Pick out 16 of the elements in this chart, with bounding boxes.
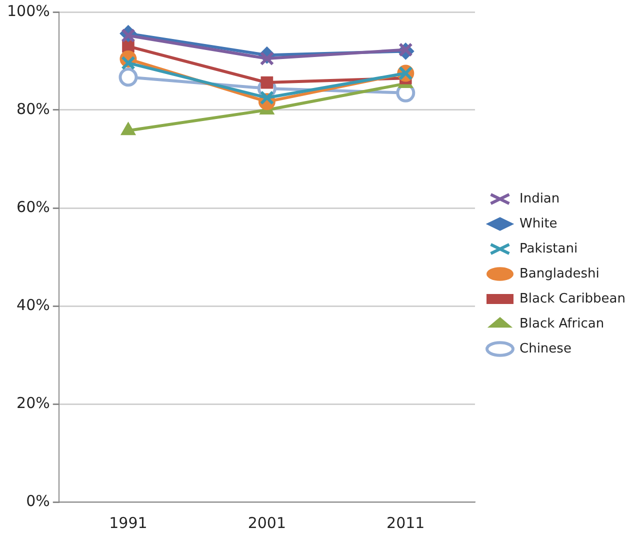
y-tick-label: 60%	[16, 198, 50, 216]
x-tick-label: 2011	[386, 514, 425, 532]
legend-label: Black African	[520, 316, 604, 332]
y-tick-label: 100%	[6, 2, 50, 20]
legend-label: Indian	[520, 191, 560, 206]
legend-label: White	[520, 216, 558, 232]
legend-label: Bangladeshi	[520, 266, 600, 282]
y-tick-label: 0%	[26, 492, 50, 510]
y-tick-label: 20%	[16, 394, 50, 412]
legend-label: Pakistani	[520, 241, 578, 256]
legend-label: Chinese	[520, 341, 572, 356]
y-tick-label: 80%	[16, 100, 50, 118]
x-tick-label: 2001	[248, 514, 286, 532]
legend-label: Black Caribbean	[520, 291, 626, 306]
x-tick-label: 1991	[109, 514, 148, 532]
y-tick-label: 40%	[16, 296, 50, 314]
